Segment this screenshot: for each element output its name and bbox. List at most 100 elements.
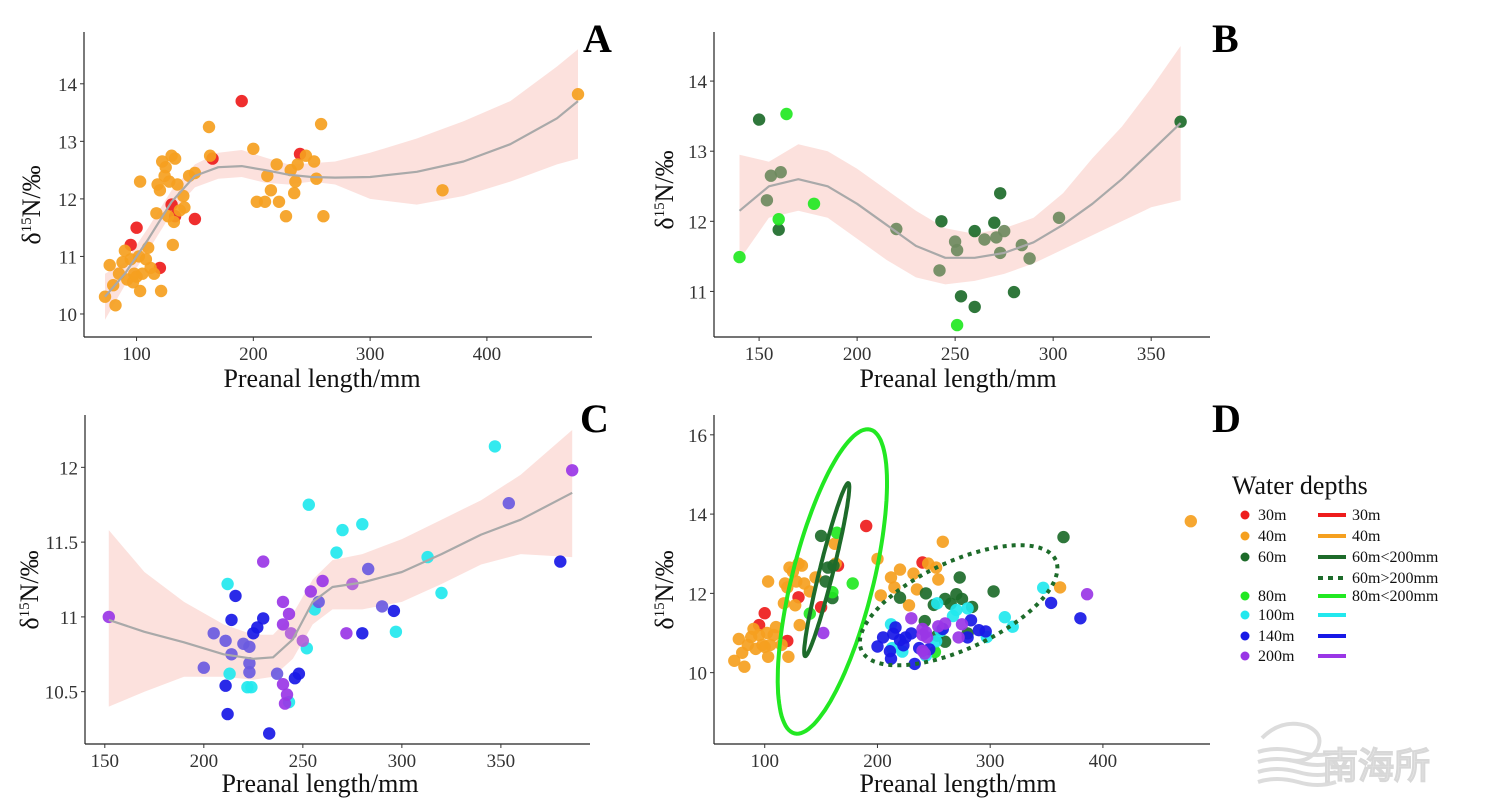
ellipse-60m-200mm: [857, 543, 1060, 668]
y-tick-label-a: 11: [59, 247, 77, 268]
data-point-c: [197, 661, 210, 674]
data-point-a: [279, 210, 293, 223]
data-point-d: [955, 592, 969, 606]
data-point-a: [272, 195, 286, 208]
data-point-c: [316, 574, 329, 588]
data-point-d: [1057, 530, 1070, 544]
legend-line-label: 80m<200mm: [1352, 588, 1439, 605]
legend-point-swatch: [1240, 552, 1250, 562]
data-point-d: [936, 535, 949, 548]
panel-c: C Preanal length/mm δ15N/‰ 150 200 250 300 3…: [15, 396, 609, 798]
legend-point-swatch: [1240, 610, 1250, 620]
data-point-d: [931, 597, 944, 610]
legend-line-label: 60m<200mm: [1352, 549, 1439, 566]
y-tick-label-c: 11: [60, 608, 78, 629]
data-point-c: [243, 657, 256, 670]
data-point-b: [968, 300, 981, 314]
legend-point-label: 30m: [1258, 507, 1287, 524]
data-point-d: [902, 599, 916, 612]
data-point-a: [289, 175, 302, 188]
y-axis-title-text-a: δ15N/‰: [17, 165, 46, 244]
panel-label-c: C: [580, 396, 609, 441]
data-point-c: [340, 627, 353, 640]
data-point-a: [203, 149, 217, 162]
x-tick-label-c: 250: [289, 751, 318, 772]
data-point-d: [950, 603, 963, 617]
x-axis-title-d: Preanal length/mm: [859, 769, 1056, 798]
panel-d: D Preanal length/mm δ15N/‰ 100 200 300 400 1…: [650, 396, 1241, 798]
legend-line-label: 60m>200mm: [1352, 570, 1439, 587]
x-tick-label-b: 250: [941, 344, 970, 365]
data-point-b: [994, 187, 1007, 200]
data-point-d: [908, 657, 921, 671]
data-point-d: [893, 591, 907, 604]
data-point-d: [1074, 612, 1087, 625]
data-point-d: [1044, 596, 1058, 610]
panel-label-a: A: [583, 16, 612, 61]
data-point-b: [950, 243, 964, 257]
data-point-c: [502, 497, 515, 510]
data-point-a: [171, 178, 184, 191]
data-point-a: [167, 215, 181, 229]
data-point-a: [142, 241, 155, 254]
data-point-d: [764, 638, 777, 652]
data-point-a: [159, 161, 172, 174]
data-point-d: [793, 618, 806, 632]
data-point-b: [935, 215, 948, 228]
data-point-a: [133, 284, 147, 298]
data-point-c: [257, 555, 270, 568]
y-axis-title-text-d: δ15N/‰: [650, 550, 679, 629]
legend-point-swatch: [1240, 531, 1250, 541]
data-point-c: [330, 546, 343, 559]
data-point-d: [738, 660, 751, 673]
legend-line-label: 40m: [1352, 528, 1381, 545]
data-point-a: [291, 158, 304, 171]
data-point-c: [243, 640, 256, 653]
data-point-a: [247, 142, 260, 155]
x-tick-label-d: 400: [1089, 751, 1118, 772]
data-point-a: [270, 158, 283, 171]
data-point-c: [302, 498, 315, 511]
panel-a: A Preanal length/mm δ15N/‰ 100 200 300 400 1…: [17, 16, 612, 393]
x-tick-label-a: 100: [122, 344, 151, 365]
data-point-a: [109, 299, 122, 312]
data-point-b: [774, 166, 787, 179]
legend-point-swatch: [1240, 591, 1250, 601]
data-point-d: [920, 631, 934, 644]
data-point-d: [874, 589, 887, 602]
data-point-d: [761, 575, 775, 588]
data-point-d: [761, 650, 775, 663]
data-point-c: [296, 634, 309, 647]
data-point-b: [954, 290, 968, 303]
x-tick-label-c: 350: [487, 751, 516, 772]
data-point-c: [245, 681, 258, 694]
panel-b: B Preanal length/mm δ15N/‰ 150 200 250 300 3…: [650, 16, 1239, 393]
x-tick-label-b: 150: [745, 344, 774, 365]
data-point-b: [764, 169, 778, 182]
legend-point-label: 100m: [1258, 607, 1295, 624]
data-point-d: [953, 571, 966, 584]
data-point-c: [276, 678, 290, 691]
data-point-d: [846, 577, 859, 590]
data-point-c: [276, 618, 290, 631]
legend-point-label: 80m: [1258, 588, 1287, 605]
data-point-a: [166, 238, 179, 252]
data-point-a: [261, 169, 274, 183]
data-point-d: [919, 587, 933, 600]
data-point-c: [270, 667, 284, 680]
x-tick-label-c: 200: [190, 751, 219, 772]
legend-point-label: 60m: [1258, 549, 1287, 566]
ellipse-80m-200mm: [775, 427, 889, 736]
y-tick-label-d: 16: [688, 426, 707, 447]
data-point-d: [907, 567, 920, 580]
data-point-d: [952, 631, 965, 644]
data-point-a: [153, 184, 167, 197]
confidence-band-c: [108, 430, 573, 707]
legend-water-depths: Water depths 30m 40m 60m 80m 100m 140m 200m 30m…: [1232, 471, 1439, 665]
data-point-c: [336, 523, 349, 537]
data-point-b: [752, 113, 766, 126]
smooth-line-a: [104, 100, 579, 298]
data-point-a: [188, 166, 202, 180]
data-point-b: [772, 223, 785, 236]
data-point-b: [890, 222, 903, 236]
